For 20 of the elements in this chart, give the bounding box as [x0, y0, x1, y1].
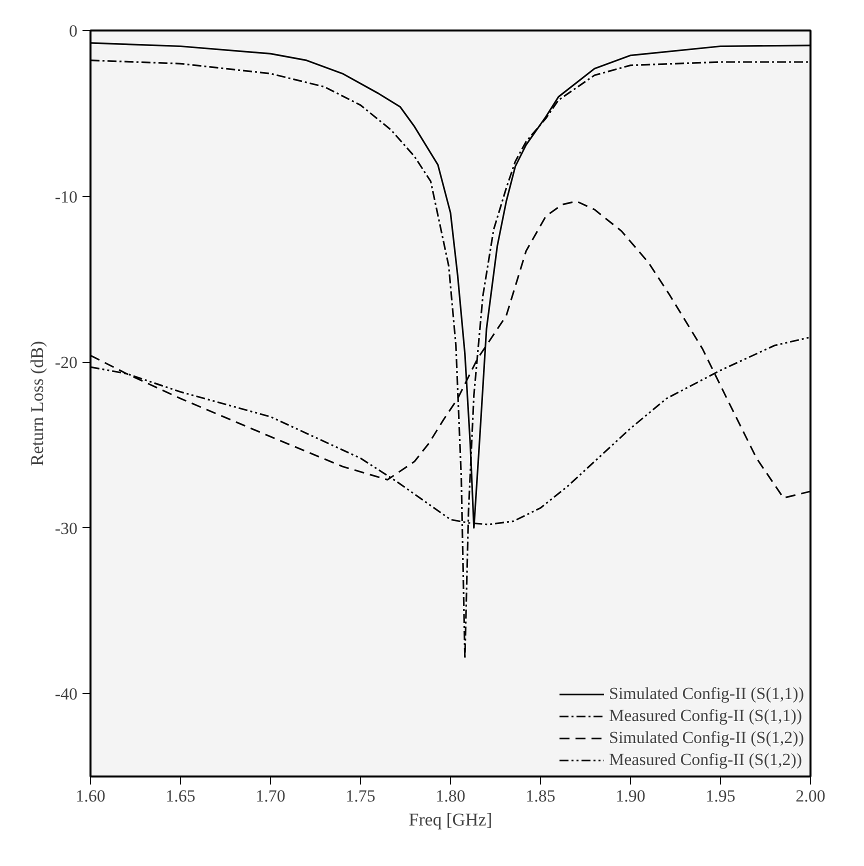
x-axis-title: Freq [GHz]	[408, 810, 492, 830]
y-tick-label: -40	[54, 684, 78, 704]
x-tick-label: 1.60	[76, 786, 106, 806]
legend-label: Simulated Config-II (S(1,1))	[609, 684, 804, 704]
x-tick-label: 2.00	[796, 786, 826, 806]
x-tick-label: 1.65	[166, 786, 196, 806]
y-axis-title: Return Loss (dB)	[26, 340, 47, 466]
x-tick-label: 1.90	[616, 786, 646, 806]
y-tick-label: 0	[69, 22, 78, 40]
x-tick-label: 1.70	[256, 786, 286, 806]
y-tick-label: -30	[54, 518, 78, 538]
y-tick-label: -20	[54, 353, 78, 372]
x-tick-label: 1.95	[706, 786, 736, 806]
x-tick-label: 1.80	[436, 786, 466, 806]
legend-label: Measured Config-II (S(1,2))	[609, 750, 802, 770]
x-tick-label: 1.75	[346, 786, 376, 806]
legend-label: Simulated Config-II (S(1,2))	[609, 728, 804, 748]
legend-label: Measured Config-II (S(1,1))	[609, 706, 802, 726]
x-tick-label: 1.85	[526, 786, 556, 806]
y-tick-label: -10	[54, 187, 78, 206]
